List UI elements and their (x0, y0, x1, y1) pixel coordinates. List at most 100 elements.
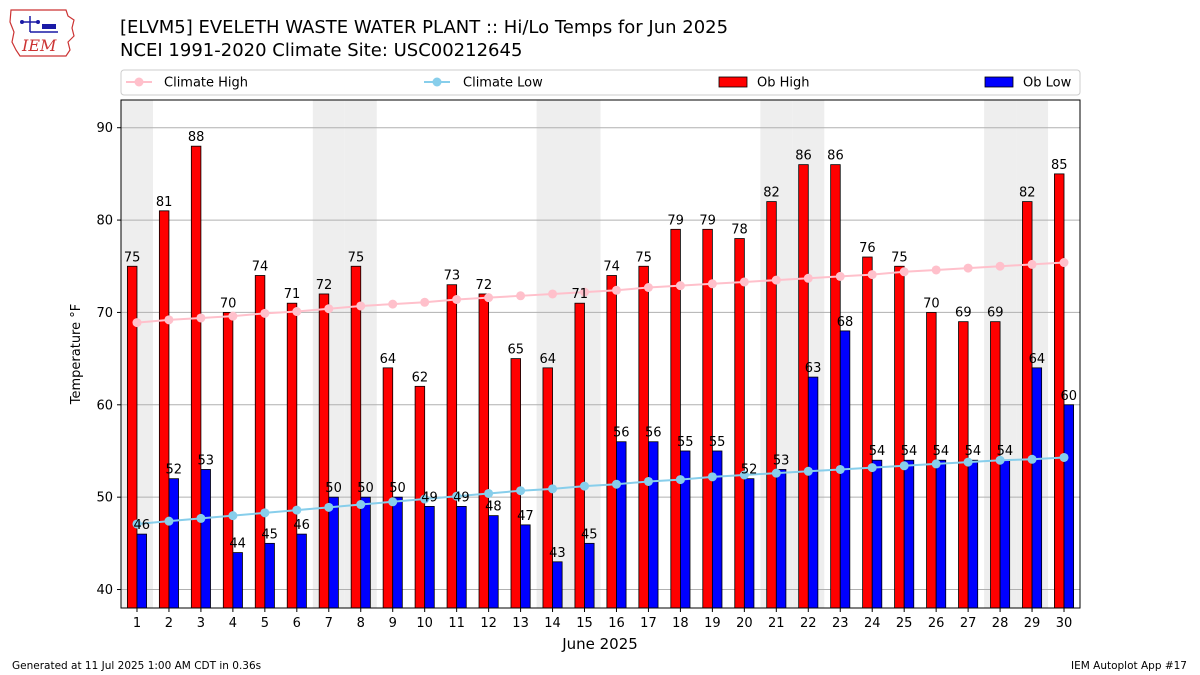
climate-high-point (452, 295, 462, 305)
ob-low-label: 53 (197, 453, 214, 468)
ob-high-bar (190, 145, 202, 609)
y-axis-label: Temperature °F (69, 304, 84, 405)
ob-high-label: 88 (188, 130, 205, 145)
y-tick-label-80: 80 (96, 214, 113, 229)
ob-low-bar (1031, 367, 1043, 609)
chart-subtitle: NCEI 1991-2020 Climate Site: USC00212645 (120, 40, 523, 61)
ob-high-label: 73 (444, 269, 461, 284)
ob-low-bar (743, 478, 755, 609)
legend-climate-low-label: Climate Low (463, 76, 543, 91)
ob-low-label: 56 (613, 426, 630, 441)
climate-low-point (643, 476, 653, 486)
ob-low-label: 56 (645, 426, 662, 441)
ob-low-label: 64 (1029, 352, 1046, 367)
climate-high-point (611, 285, 621, 295)
y-tick-label-40: 40 (96, 583, 113, 598)
climate-high-point (388, 299, 398, 309)
ob-high-label: 76 (859, 241, 876, 256)
ob-low-label: 54 (965, 444, 982, 459)
climate-high-point (228, 311, 238, 321)
ob-low-label: 46 (134, 518, 151, 533)
ob-high-bar (478, 293, 490, 609)
ob-high-bar (446, 284, 458, 609)
legend-box (120, 69, 1081, 96)
ob-high-bar (158, 210, 170, 609)
x-tick-label: 4 (229, 616, 237, 631)
x-tick-label: 29 (1024, 616, 1041, 631)
climate-low-point (739, 470, 749, 480)
climate-high-point (260, 308, 270, 318)
climate-low-point (484, 488, 494, 498)
ob-high-bar (286, 302, 298, 609)
x-tick-label: 16 (608, 616, 625, 631)
climate-high-point (292, 307, 302, 317)
ob-low-bar (807, 376, 819, 609)
climate-low-point (963, 457, 973, 467)
climate-low-point (931, 459, 941, 469)
ob-high-label: 62 (412, 370, 429, 385)
x-tick-label: 22 (800, 616, 817, 631)
climate-high-point (867, 270, 877, 280)
ob-high-label: 79 (699, 213, 716, 228)
y-tick-label-70: 70 (96, 306, 113, 321)
ob-low-bar (584, 542, 595, 609)
ob-low-label: 55 (677, 435, 694, 450)
ob-low-label: 46 (293, 518, 310, 533)
ob-low-label: 60 (1061, 389, 1078, 404)
ob-low-bar (296, 533, 307, 609)
climate-high-point (675, 281, 685, 291)
y-tick-label-90: 90 (96, 121, 113, 136)
ob-low-label: 50 (357, 481, 374, 496)
climate-lines (132, 258, 1069, 529)
ob-low-bar (1063, 404, 1075, 609)
climate-high-point (803, 273, 813, 283)
climate-low-point (388, 497, 398, 507)
ob-high-bar (990, 321, 1001, 609)
climate-low-point (164, 516, 174, 526)
chart-title: [ELVM5] EVELETH WASTE WATER PLANT :: Hi/… (120, 17, 729, 38)
ob-low-bar (775, 469, 787, 609)
climate-low-point (1027, 454, 1037, 464)
climate-low-point (803, 466, 813, 476)
ob-high-label: 70 (220, 296, 237, 311)
climate-low-point (132, 519, 142, 529)
x-tick-label: 11 (448, 616, 465, 631)
ob-high-label: 65 (508, 343, 525, 358)
ob-high-label: 78 (731, 223, 748, 238)
iem-logo: IEM (8, 6, 78, 58)
ob-low-label: 49 (453, 490, 470, 505)
ob-low-bar (488, 515, 499, 609)
ob-low-bar (136, 533, 147, 609)
x-tick-label: 30 (1056, 616, 1073, 631)
climate-low-point (260, 508, 270, 518)
climate-high-point (931, 265, 941, 275)
climate-low-point (1059, 452, 1069, 462)
climate-low-point (516, 486, 526, 496)
x-tick-label: 3 (197, 616, 205, 631)
climate-high-line (136, 261, 1065, 324)
ob-low-bar (871, 459, 883, 609)
climate-low-point (771, 468, 781, 478)
ob-low-bar (392, 496, 403, 609)
ob-low-bar (616, 441, 627, 609)
ob-low-label: 49 (421, 490, 438, 505)
ob-low-label: 47 (517, 509, 534, 524)
x-axis-label: June 2025 (561, 635, 638, 653)
x-tick-label: 23 (832, 616, 849, 631)
ob-low-label: 54 (933, 444, 950, 459)
climate-low-point (356, 500, 366, 510)
climate-high-point (835, 271, 845, 281)
x-tick-label: 6 (293, 616, 301, 631)
ob-low-label: 44 (229, 537, 246, 552)
climate-high-point (196, 313, 206, 323)
ob-high-bar (254, 275, 266, 609)
climate-high-point (1059, 258, 1069, 268)
x-tick-label: 13 (512, 616, 529, 631)
ob-low-label: 54 (901, 444, 918, 459)
ob-high-label: 72 (476, 278, 493, 293)
ob-low-bar (200, 469, 211, 609)
ob-low-label: 52 (741, 463, 758, 478)
x-tick-label: 21 (768, 616, 785, 631)
legend-climate-high-marker (134, 77, 144, 87)
